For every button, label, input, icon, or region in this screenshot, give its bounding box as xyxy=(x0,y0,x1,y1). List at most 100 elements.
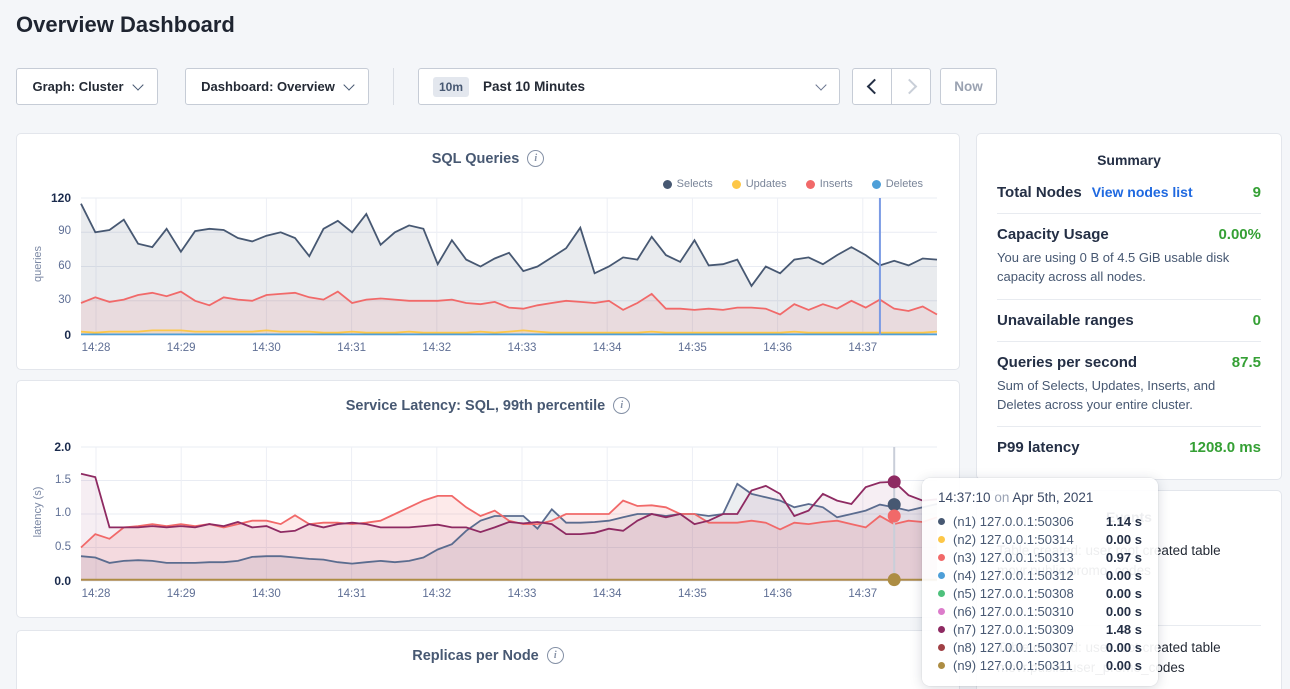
summary-label: Capacity Usage xyxy=(997,226,1109,243)
tooltip-node-value: 0.00 s xyxy=(1105,531,1142,547)
tooltip-row: (n5) 127.0.0.1:50308 0.00 s xyxy=(938,584,1142,602)
x-tick-label: 14:32 xyxy=(422,588,452,600)
y-tick-label: 60 xyxy=(58,259,71,272)
tooltip-node-value: 0.00 s xyxy=(1105,567,1142,583)
x-tick-label: 14:30 xyxy=(252,342,281,354)
legend-dot-icon xyxy=(662,179,672,189)
tooltip-node-value: 0.97 s xyxy=(1105,549,1142,565)
tooltip-rows: (n1) 127.0.0.1:50306 1.14 s (n2) 127.0.0.1… xyxy=(938,512,1142,674)
legend-label: Inserts xyxy=(819,178,853,190)
summary-label: Total Nodes xyxy=(997,184,1082,201)
tooltip-node-label: (n3) 127.0.0.1:50313 xyxy=(953,549,1074,565)
summary-row-capacity: Capacity Usage 0.00% You are using 0 B o… xyxy=(997,214,1261,300)
time-range-label: Past 10 Minutes xyxy=(483,79,586,94)
legend-item-selects[interactable]: Selects xyxy=(662,178,713,190)
y-tick-label: 0 xyxy=(64,328,71,342)
tooltip-node-value: 0.00 s xyxy=(1105,657,1142,673)
x-tick-label: 14:31 xyxy=(337,342,366,354)
x-tick-label: 14:36 xyxy=(763,342,792,354)
y-tick-label: 120 xyxy=(50,191,71,205)
x-tick-label: 14:28 xyxy=(81,588,111,600)
tooltip-node-label: (n2) 127.0.0.1:50314 xyxy=(953,531,1074,547)
summary-row-p99: P99 latency 1208.0 ms xyxy=(997,427,1261,468)
y-tick-label: 0.5 xyxy=(55,540,71,553)
tooltip-node-value: 0.00 s xyxy=(1105,585,1142,601)
legend-item-deletes[interactable]: Deletes xyxy=(871,178,923,190)
summary-label: P99 latency xyxy=(997,439,1080,457)
tooltip-row: (n2) 127.0.0.1:50314 0.00 s xyxy=(938,530,1142,548)
chart-title: Service Latency: SQL, 99th percentile xyxy=(17,397,959,414)
tooltip-node-label: (n6) 127.0.0.1:50310 xyxy=(953,603,1074,619)
y-tick-label: 30 xyxy=(58,293,71,306)
tooltip-node-label: (n1) 127.0.0.1:50306 xyxy=(953,513,1074,529)
chart-title: Replicas per Node xyxy=(17,647,959,664)
tooltip-node-label: (n9) 127.0.0.1:50311 xyxy=(953,657,1073,673)
replicas-panel: Replicas per Node xyxy=(16,630,960,689)
x-tick-label: 14:29 xyxy=(166,342,196,354)
graph-dropdown-label: Graph: Cluster xyxy=(32,79,124,94)
tooltip-node-label: (n5) 127.0.0.1:50308 xyxy=(953,585,1074,601)
time-range-selector[interactable]: 10m Past 10 Minutes xyxy=(418,68,840,105)
legend-item-inserts[interactable]: Inserts xyxy=(805,178,853,190)
legend-dot-icon xyxy=(805,179,815,189)
info-icon[interactable] xyxy=(613,397,631,414)
summary-panel: Summary Total Nodes View nodes list 9 Ca… xyxy=(976,133,1282,480)
chart-title: SQL Queries xyxy=(17,150,959,167)
chevron-down-icon xyxy=(343,78,355,91)
x-tick-label: 14:34 xyxy=(592,342,622,354)
series-dot-icon xyxy=(938,661,945,669)
page-title: Overview Dashboard xyxy=(16,12,235,37)
now-button[interactable]: Now xyxy=(940,68,997,105)
info-icon[interactable] xyxy=(527,150,545,167)
series-dot-icon xyxy=(938,625,945,633)
chart-hover-tooltip: 14:37:10 on Apr 5th, 2021 (n1) 127.0.0.1… xyxy=(922,478,1158,686)
prev-interval-button[interactable] xyxy=(852,68,892,105)
toolbar-divider xyxy=(393,68,394,105)
series-dot-icon xyxy=(938,517,945,525)
tooltip-time: 14:37:10 xyxy=(938,490,991,505)
sql-legend: Selects Updates Inserts Deletes xyxy=(662,178,923,190)
latency-panel: Service Latency: SQL, 99th percentile la… xyxy=(16,380,960,618)
series-dot-icon xyxy=(938,571,945,579)
x-tick-label: 14:36 xyxy=(763,588,792,600)
summary-label: Unavailable ranges xyxy=(997,311,1134,329)
summary-desc: Sum of Selects, Updates, Inserts, and De… xyxy=(997,377,1216,412)
chevron-right-icon xyxy=(901,78,917,95)
next-interval-button[interactable] xyxy=(891,68,931,105)
y-tick-label: 0.0 xyxy=(54,574,71,588)
tooltip-row: (n3) 127.0.0.1:50313 0.97 s xyxy=(938,548,1142,566)
summary-value: 1208.0 ms xyxy=(1189,439,1261,457)
x-tick-label: 14:35 xyxy=(678,342,707,354)
summary-row-unavailable-ranges: Unavailable ranges 0 xyxy=(997,300,1261,342)
sql-queries-chart[interactable] xyxy=(80,197,938,336)
legend-dot-icon xyxy=(731,179,741,189)
summary-value: 0 xyxy=(1252,311,1261,329)
dashboard-dropdown[interactable]: Dashboard: Overview xyxy=(185,68,369,105)
tooltip-row: (n4) 127.0.0.1:50312 0.00 s xyxy=(938,566,1142,584)
summary-value: 9 xyxy=(1252,184,1261,201)
latency-chart[interactable] xyxy=(80,446,938,587)
tooltip-node-label: (n7) 127.0.0.1:50309 xyxy=(953,621,1074,637)
y-tick-label: 1.0 xyxy=(55,507,71,519)
tooltip-node-value: 0.00 s xyxy=(1105,603,1142,619)
legend-item-updates[interactable]: Updates xyxy=(731,178,787,190)
summary-label: Queries per second xyxy=(997,353,1138,371)
legend-label: Deletes xyxy=(885,178,923,190)
chevron-down-icon xyxy=(131,78,144,91)
graph-dropdown[interactable]: Graph: Cluster xyxy=(16,68,158,105)
y-tick-label: 1.5 xyxy=(55,473,71,486)
view-nodes-link[interactable]: View nodes list xyxy=(1091,184,1193,200)
y-tick-label: 2.0 xyxy=(54,440,71,454)
summary-row-total-nodes: Total Nodes View nodes list 9 xyxy=(997,172,1261,214)
x-tick-label: 14:35 xyxy=(678,588,707,600)
info-icon[interactable] xyxy=(546,647,564,664)
x-tick-label: 14:34 xyxy=(592,588,622,600)
x-tick-label: 14:28 xyxy=(81,342,111,354)
time-range-badge: 10m xyxy=(433,76,470,97)
sql-queries-panel: SQL Queries Selects Updates Inserts Deletes… xyxy=(16,133,960,370)
series-dot-icon xyxy=(938,607,945,615)
series-dot-icon xyxy=(938,535,945,543)
legend-label: Updates xyxy=(745,178,787,190)
tooltip-date: Apr 5th, 2021 xyxy=(1012,490,1094,505)
time-nav-group xyxy=(852,68,931,105)
